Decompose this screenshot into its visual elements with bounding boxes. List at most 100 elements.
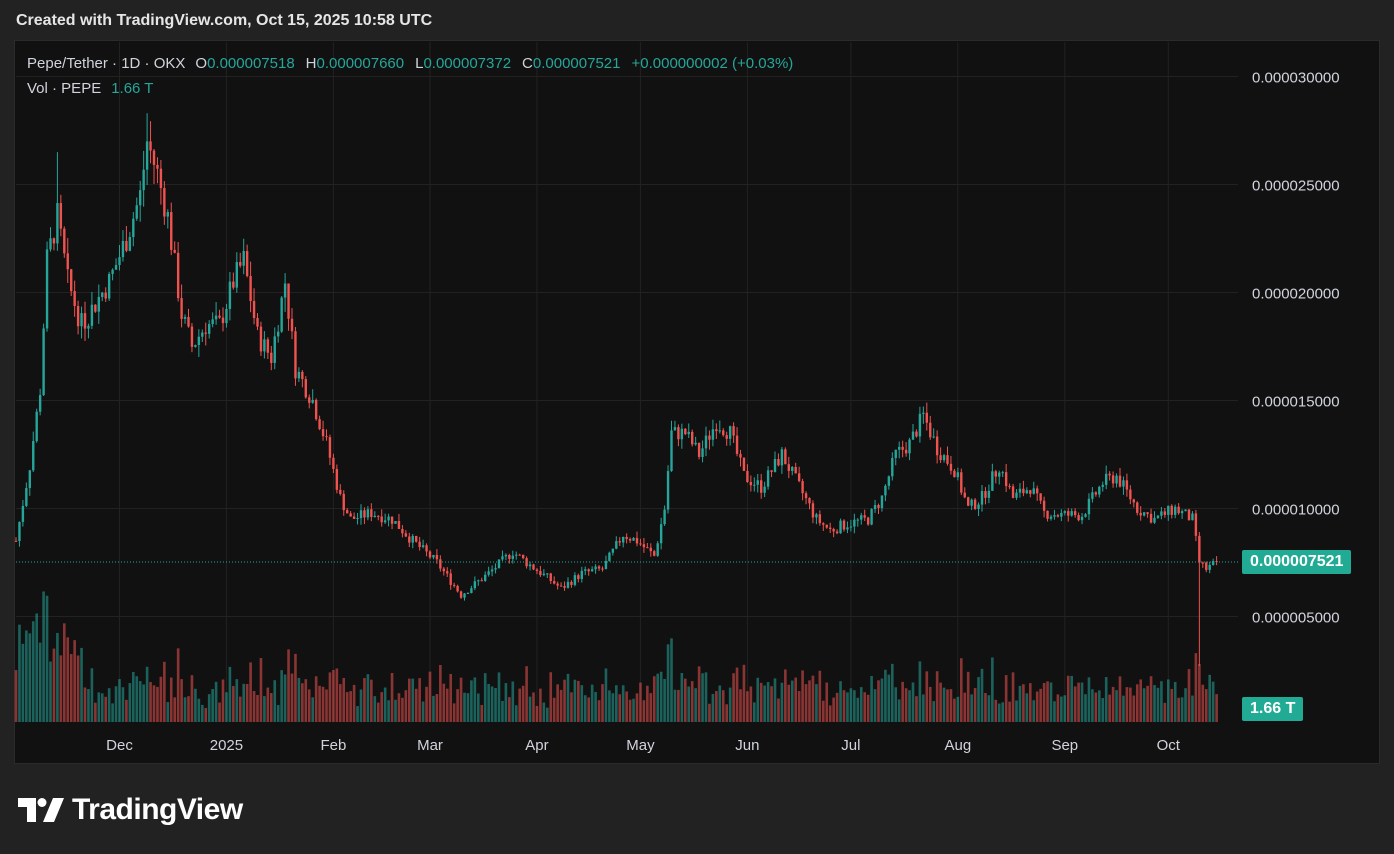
volume-bar [1039, 688, 1042, 722]
candle-body [366, 509, 370, 518]
volume-label[interactable]: Vol · PEPE [27, 80, 102, 97]
candle-body [967, 497, 970, 506]
candle-body [590, 569, 594, 572]
volume-bar [245, 683, 249, 722]
candle-body [1084, 514, 1087, 517]
volume-bar [642, 700, 646, 722]
candle-body [63, 228, 66, 254]
volume-bar [187, 696, 190, 722]
volume-bar [221, 679, 225, 722]
candle-body [259, 326, 263, 352]
candle-body [894, 449, 897, 459]
volume-bar [314, 676, 318, 722]
volume-bar [911, 682, 915, 722]
candle-body [756, 480, 759, 485]
candle-body [204, 332, 207, 334]
volume-bar [542, 702, 546, 722]
candle-body [490, 569, 494, 572]
volume-bar [721, 690, 725, 722]
volume-bar [918, 661, 922, 722]
candle-body [1163, 511, 1167, 515]
candle-body [749, 481, 753, 486]
candle-body [356, 518, 359, 520]
volume-bar [497, 672, 501, 722]
volume-bar [953, 698, 956, 722]
volume-bar [1201, 684, 1205, 722]
candle-body [701, 448, 704, 457]
volume-bar [732, 673, 735, 722]
candle-body [301, 371, 304, 380]
volume-bar [742, 664, 746, 722]
volume-bar [1156, 687, 1160, 722]
symbol-label[interactable]: Pepe/Tether · 1D · OKX [27, 55, 186, 72]
volume-bar [1129, 687, 1132, 722]
volume-bar [238, 696, 242, 722]
candle-body [1070, 511, 1073, 516]
candle-body [266, 339, 270, 353]
candle-body [101, 292, 104, 297]
volume-bar [494, 688, 497, 722]
volume-bar [521, 685, 525, 722]
candle-body [225, 308, 228, 324]
candle-body [1149, 513, 1153, 523]
volume-bar [904, 688, 908, 722]
candle-body [680, 428, 684, 440]
candle-body [359, 510, 363, 519]
candle-body [853, 519, 856, 527]
volume-bar [363, 678, 366, 722]
volume-bar [659, 671, 663, 722]
volume-bar [411, 678, 415, 722]
volume-bar [994, 699, 998, 722]
candle-body [632, 537, 635, 541]
volume-bar [477, 693, 480, 722]
candle-body [339, 489, 342, 494]
candle-body [187, 316, 190, 327]
candle-body [411, 535, 414, 543]
candle-body [94, 304, 97, 312]
candle-body [239, 262, 242, 266]
volume-bar [232, 686, 235, 722]
volume-value: 1.66 T [111, 80, 154, 97]
volume-bar [1142, 688, 1146, 722]
candle-body [273, 336, 276, 363]
volume-bar [183, 697, 187, 722]
candle-body [801, 481, 804, 494]
volume-bar [508, 697, 511, 722]
candle-body [390, 516, 394, 524]
volume-bar [152, 685, 156, 722]
volume-bar [66, 637, 70, 722]
candle-body [242, 251, 245, 266]
volume-bar [728, 687, 732, 722]
candle-body [346, 510, 349, 514]
candle-body [1001, 472, 1004, 474]
volume-bar [535, 705, 539, 722]
volume-bar [1160, 681, 1163, 722]
volume-bar [1053, 701, 1056, 722]
candle-body [718, 430, 721, 432]
tradingview-logo[interactable]: TradingView [18, 793, 243, 827]
volume-bar [684, 678, 687, 722]
candle-body [1132, 499, 1135, 503]
candle-body [546, 573, 549, 575]
candle-body [970, 499, 973, 506]
candle-body [52, 238, 56, 244]
volume-bar [763, 685, 766, 722]
candle-body [677, 427, 680, 440]
volume-badge: 1.66 T [1242, 697, 1304, 721]
chart-pane[interactable] [14, 40, 1380, 764]
price-tick-label: 0.000015000 [1252, 394, 1340, 411]
volume-bar [173, 697, 176, 722]
volume-bar [1063, 695, 1067, 722]
volume-bar [159, 676, 163, 722]
volume-bar [963, 692, 967, 722]
candle-body [822, 523, 825, 525]
candle-body [294, 331, 297, 379]
volume-bar [804, 684, 808, 722]
volume-bar [980, 668, 984, 722]
volume-bar [280, 670, 283, 722]
candle-body [142, 169, 145, 191]
candle-body [484, 574, 487, 581]
volume-bar [501, 700, 504, 722]
price-tick-label: 0.000005000 [1252, 610, 1340, 627]
